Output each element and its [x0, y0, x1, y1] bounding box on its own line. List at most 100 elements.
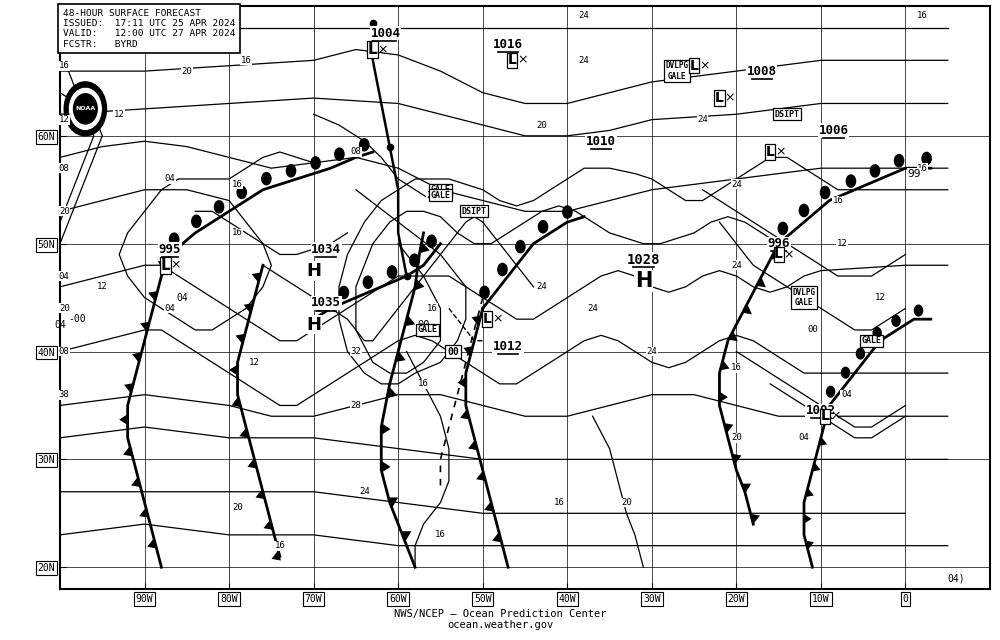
- Circle shape: [68, 87, 102, 131]
- Text: 24: 24: [579, 10, 590, 20]
- Polygon shape: [804, 514, 812, 524]
- Text: 1016: 1016: [493, 38, 523, 51]
- Text: 16: 16: [832, 196, 843, 205]
- Text: ×: ×: [830, 410, 841, 423]
- Text: H: H: [306, 262, 321, 280]
- Polygon shape: [825, 411, 834, 420]
- Circle shape: [841, 367, 850, 379]
- Text: NOAA: NOAA: [75, 106, 95, 111]
- Text: L: L: [483, 312, 491, 326]
- Circle shape: [846, 174, 856, 188]
- Text: 04: 04: [841, 390, 852, 399]
- Polygon shape: [252, 273, 261, 283]
- Polygon shape: [395, 351, 406, 362]
- Text: 995: 995: [159, 243, 181, 255]
- Circle shape: [826, 386, 835, 398]
- Circle shape: [891, 315, 901, 327]
- Text: 1012: 1012: [493, 340, 523, 353]
- Text: NWS/NCEP – Ocean Prediction Center
ocean.weather.gov: NWS/NCEP – Ocean Prediction Center ocean…: [394, 609, 606, 630]
- Text: 08: 08: [351, 147, 361, 157]
- Text: 08: 08: [59, 347, 70, 356]
- Circle shape: [314, 298, 325, 312]
- Text: GALE: GALE: [430, 191, 450, 200]
- Text: GALE: GALE: [418, 326, 438, 335]
- Text: 1004: 1004: [370, 27, 400, 40]
- Text: 1034: 1034: [311, 243, 341, 255]
- Text: 12: 12: [837, 239, 847, 248]
- Circle shape: [562, 205, 573, 219]
- Text: L: L: [368, 42, 378, 57]
- Text: 12: 12: [59, 115, 70, 124]
- Text: 24: 24: [731, 260, 742, 269]
- Text: H: H: [635, 271, 652, 291]
- Text: 20: 20: [731, 433, 742, 442]
- Text: 1035: 1035: [311, 296, 341, 310]
- Text: L: L: [821, 409, 830, 423]
- Text: L: L: [774, 248, 783, 262]
- Text: ×: ×: [171, 259, 181, 272]
- Polygon shape: [388, 497, 398, 508]
- Polygon shape: [401, 531, 411, 542]
- Text: L: L: [715, 91, 724, 105]
- Text: ×: ×: [492, 313, 502, 326]
- Polygon shape: [742, 484, 751, 493]
- Text: 20: 20: [621, 498, 632, 507]
- Polygon shape: [805, 488, 814, 497]
- Text: 20: 20: [537, 120, 547, 129]
- Circle shape: [359, 138, 370, 152]
- Polygon shape: [771, 250, 780, 260]
- Text: 24: 24: [646, 347, 657, 356]
- Text: 48-HOUR SURFACE FORECAST
ISSUED:  17:11 UTC 25 APR 2024
VALID:   12:00 UTC 27 AP: 48-HOUR SURFACE FORECAST ISSUED: 17:11 U…: [63, 8, 235, 49]
- Polygon shape: [476, 470, 486, 481]
- Polygon shape: [131, 477, 141, 487]
- Polygon shape: [229, 365, 238, 376]
- Polygon shape: [381, 461, 391, 473]
- Circle shape: [74, 93, 97, 124]
- Text: 1008: 1008: [747, 65, 777, 77]
- Text: ×: ×: [699, 60, 709, 72]
- Circle shape: [870, 164, 880, 178]
- Text: 24: 24: [579, 56, 590, 65]
- Polygon shape: [751, 514, 760, 524]
- Circle shape: [515, 240, 526, 253]
- Text: L: L: [161, 258, 170, 273]
- Text: 20: 20: [181, 67, 192, 76]
- Circle shape: [64, 82, 106, 136]
- Text: -00: -00: [68, 314, 86, 324]
- Text: 24: 24: [537, 282, 547, 291]
- Text: 1028: 1028: [627, 253, 660, 267]
- Polygon shape: [732, 454, 741, 464]
- Text: 04: 04: [54, 319, 66, 330]
- Circle shape: [799, 204, 809, 217]
- Text: 12: 12: [97, 282, 108, 291]
- Text: 16: 16: [241, 56, 251, 65]
- Text: GALE: GALE: [862, 336, 882, 345]
- Polygon shape: [819, 436, 827, 446]
- Text: DVLPG
GALE: DVLPG GALE: [666, 61, 689, 81]
- Text: 24: 24: [359, 487, 370, 496]
- Text: 16: 16: [917, 10, 928, 20]
- Text: L: L: [508, 53, 517, 67]
- Polygon shape: [471, 316, 481, 326]
- Text: 04: 04: [177, 292, 188, 303]
- Text: 32: 32: [351, 347, 361, 356]
- Text: 24: 24: [587, 304, 598, 313]
- Polygon shape: [119, 414, 128, 425]
- Polygon shape: [468, 440, 478, 450]
- Circle shape: [778, 221, 788, 236]
- Text: ×: ×: [517, 54, 528, 67]
- Text: ×: ×: [784, 248, 794, 261]
- Text: L: L: [690, 59, 699, 73]
- Circle shape: [339, 285, 349, 300]
- Polygon shape: [239, 428, 249, 438]
- Circle shape: [286, 164, 296, 177]
- Circle shape: [363, 275, 373, 289]
- Text: 16: 16: [232, 228, 243, 237]
- Polygon shape: [484, 501, 494, 511]
- Polygon shape: [405, 315, 415, 326]
- Text: L: L: [766, 145, 775, 159]
- Text: 16: 16: [274, 541, 285, 550]
- Polygon shape: [720, 360, 730, 371]
- Text: 38: 38: [59, 390, 70, 399]
- Circle shape: [191, 214, 202, 228]
